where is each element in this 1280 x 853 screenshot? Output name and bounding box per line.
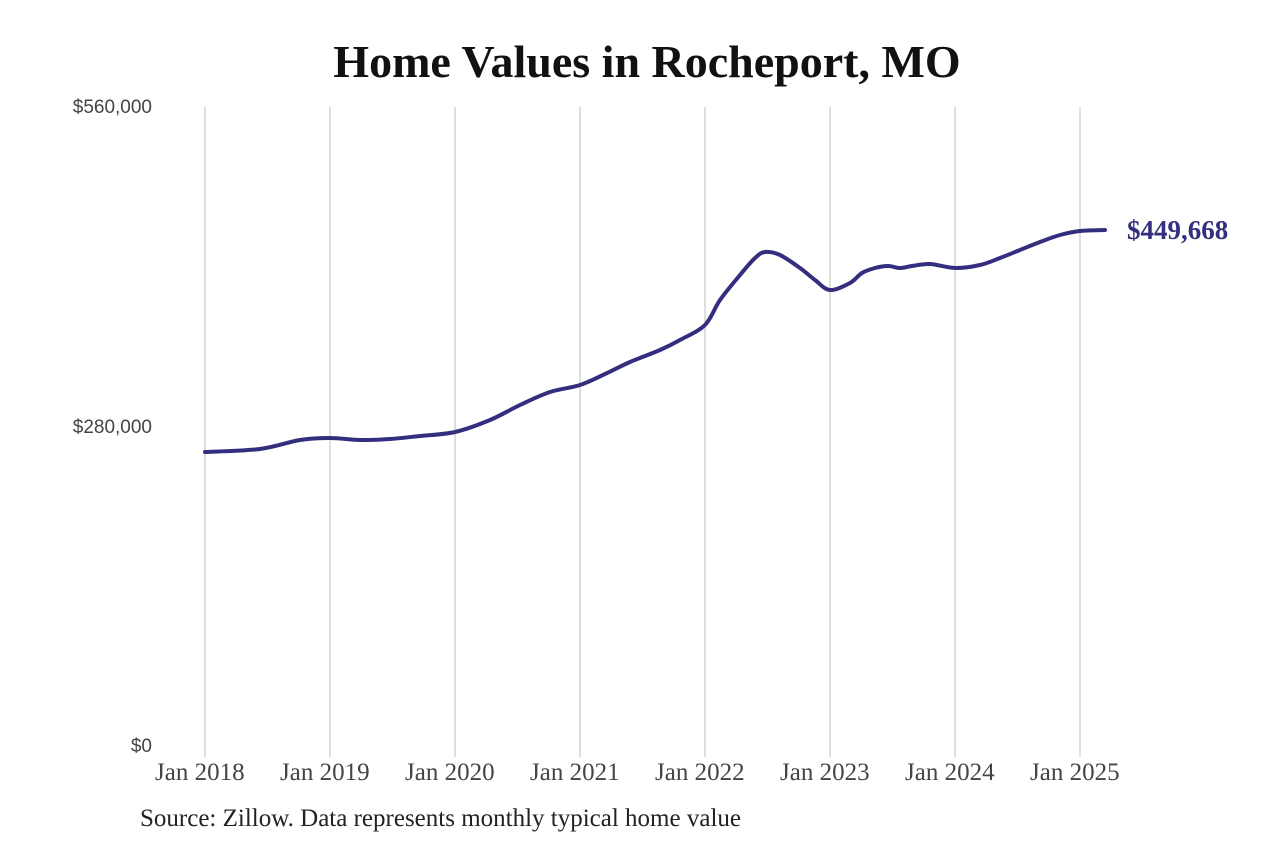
svg-text:$0: $0 [131,736,152,757]
svg-text:Jan 2022: Jan 2022 [655,759,745,786]
svg-text:$280,000: $280,000 [73,417,152,438]
svg-text:Jan 2019: Jan 2019 [280,759,370,786]
svg-text:Jan 2021: Jan 2021 [530,759,620,786]
svg-text:Jan 2020: Jan 2020 [405,759,495,786]
svg-text:Jan 2024: Jan 2024 [905,759,995,786]
svg-text:$449,668: $449,668 [1127,215,1228,245]
svg-text:Jan 2018: Jan 2018 [155,759,245,786]
svg-text:Jan 2025: Jan 2025 [1030,759,1120,786]
svg-text:$560,000: $560,000 [73,97,152,118]
svg-text:Jan 2023: Jan 2023 [780,759,870,786]
